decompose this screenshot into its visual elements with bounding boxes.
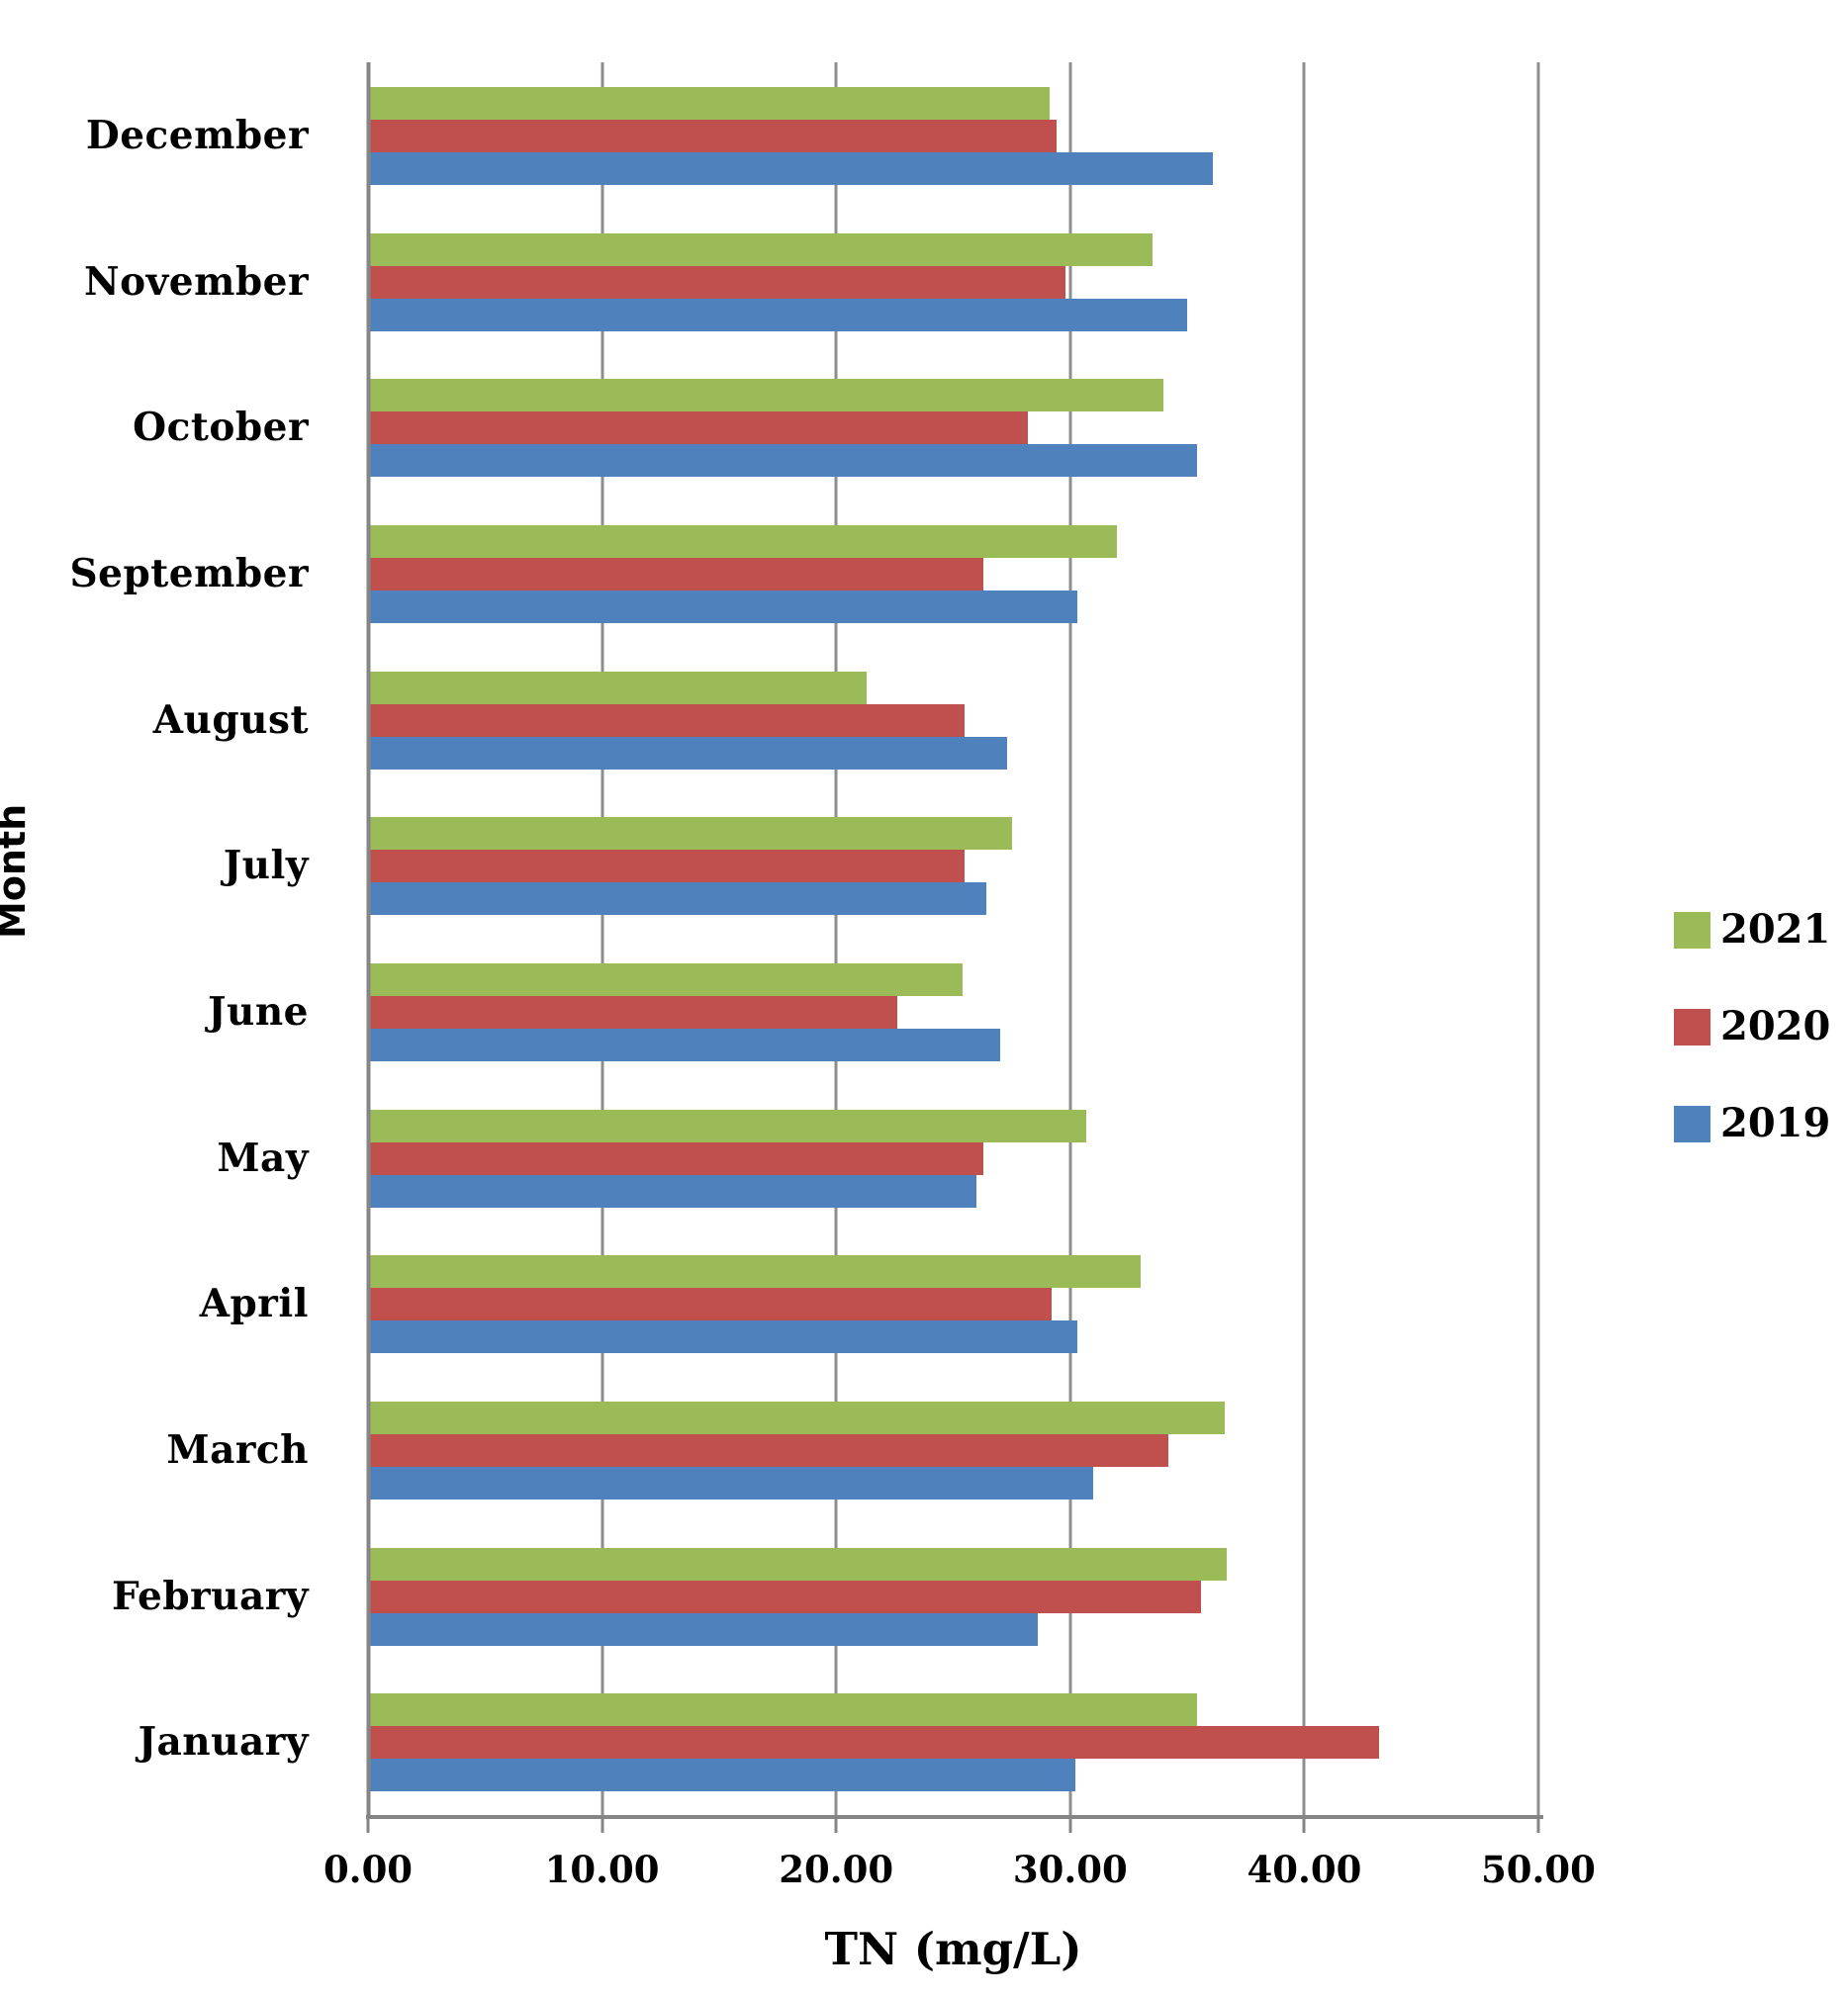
x-tick-mark-20 [834,1815,838,1833]
bar-march-2021 [368,1402,1225,1435]
gridline-30 [1068,62,1072,1815]
legend-label-2020: 2020 [1720,1003,1831,1049]
x-tick-label-40: 40.00 [1247,1848,1362,1891]
legend-item-2021: 2021 [1674,906,1831,953]
bar-june-2021 [368,963,963,997]
bar-june-2019 [368,1029,1000,1062]
month-label-february: February [111,1573,309,1619]
bar-may-2020 [368,1141,984,1175]
legend-item-2019: 2019 [1674,1100,1831,1146]
x-tick-label-20: 20.00 [779,1848,894,1891]
x-tick-mark-30 [1068,1815,1072,1833]
bar-march-2020 [368,1434,1169,1468]
gridline-50 [1536,62,1540,1815]
bar-july-2020 [368,850,966,883]
bar-december-2019 [368,152,1214,185]
bar-february-2019 [368,1612,1038,1646]
month-label-june: June [208,988,309,1035]
bar-april-2019 [368,1320,1077,1354]
gridline-10 [601,62,604,1815]
legend-item-2020: 2020 [1674,1003,1831,1049]
month-label-november: November [83,258,309,305]
month-label-july: July [223,843,309,889]
x-tick-mark-50 [1536,1815,1540,1833]
bar-february-2021 [368,1547,1228,1581]
month-labels: December November October September August Ju… [0,62,336,1815]
bar-january-2021 [368,1693,1197,1727]
month-label-january: January [138,1719,309,1766]
legend-swatch-2021 [1674,911,1710,949]
legend-label-2019: 2019 [1720,1100,1831,1146]
bar-november-2020 [368,265,1066,299]
bar-group-may [368,1085,1538,1231]
x-tick-mark-0 [366,1815,370,1833]
legend-swatch-2020 [1674,1008,1710,1045]
bar-august-2019 [368,736,1007,770]
month-label-september: September [69,550,309,596]
legend-label-2021: 2021 [1720,906,1831,953]
x-tick-label-10: 10.00 [544,1848,660,1891]
x-tick-label-30: 30.00 [1012,1848,1128,1891]
bar-april-2020 [368,1288,1052,1321]
x-axis-line [366,1815,1543,1819]
bar-october-2020 [368,411,1029,445]
x-tick-label-50: 50.00 [1481,1848,1596,1891]
bar-september-2020 [368,558,984,591]
gridline-0 [366,62,371,1815]
bar-may-2019 [368,1174,977,1208]
gridline-20 [834,62,838,1815]
bar-october-2019 [368,444,1197,478]
bar-march-2019 [368,1467,1094,1500]
bar-group-october [368,354,1538,500]
bar-november-2019 [368,298,1188,331]
bar-december-2020 [368,120,1057,152]
month-label-april: April [199,1281,309,1327]
legend: 2021 2020 2019 [1674,906,1831,1202]
bar-group-june [368,939,1538,1085]
bar-june-2020 [368,996,897,1030]
legend-swatch-2019 [1674,1105,1710,1142]
bar-july-2019 [368,882,986,916]
bar-group-september [368,500,1538,647]
month-label-december: December [85,112,309,158]
bar-groups [368,62,1538,1815]
bar-december-2021 [368,87,1050,120]
bar-january-2020 [368,1726,1380,1760]
bar-group-july [368,792,1538,939]
month-label-august: August [152,696,309,743]
bar-september-2019 [368,591,1077,624]
x-tick-label-0: 0.00 [323,1848,414,1891]
bar-group-january [368,1669,1538,1815]
bar-april-2021 [368,1255,1141,1289]
bar-august-2021 [368,671,867,704]
month-label-october: October [133,405,309,451]
gridline-40 [1302,62,1306,1815]
bar-group-march [368,1377,1538,1523]
plot-area [366,62,1540,1815]
bar-group-february [368,1523,1538,1670]
bar-february-2020 [368,1580,1202,1613]
bar-group-august [368,647,1538,793]
month-label-march: March [166,1426,309,1473]
x-tick-mark-40 [1302,1815,1306,1833]
bar-september-2021 [368,525,1118,559]
x-tick-mark-10 [601,1815,604,1833]
bar-july-2021 [368,817,1012,851]
bar-group-april [368,1230,1538,1377]
bar-group-november [368,209,1538,355]
bar-group-december [368,62,1538,209]
bar-january-2019 [368,1759,1075,1792]
bar-october-2021 [368,379,1164,412]
bar-november-2021 [368,232,1153,266]
bar-august-2020 [368,703,966,737]
bar-may-2021 [368,1109,1087,1142]
month-label-may: May [217,1135,309,1181]
x-axis-title: TN (mg/L) [824,1923,1082,1975]
x-tick-labels: 0.00 10.00 20.00 30.00 40.00 50.00 [323,1848,1596,1897]
